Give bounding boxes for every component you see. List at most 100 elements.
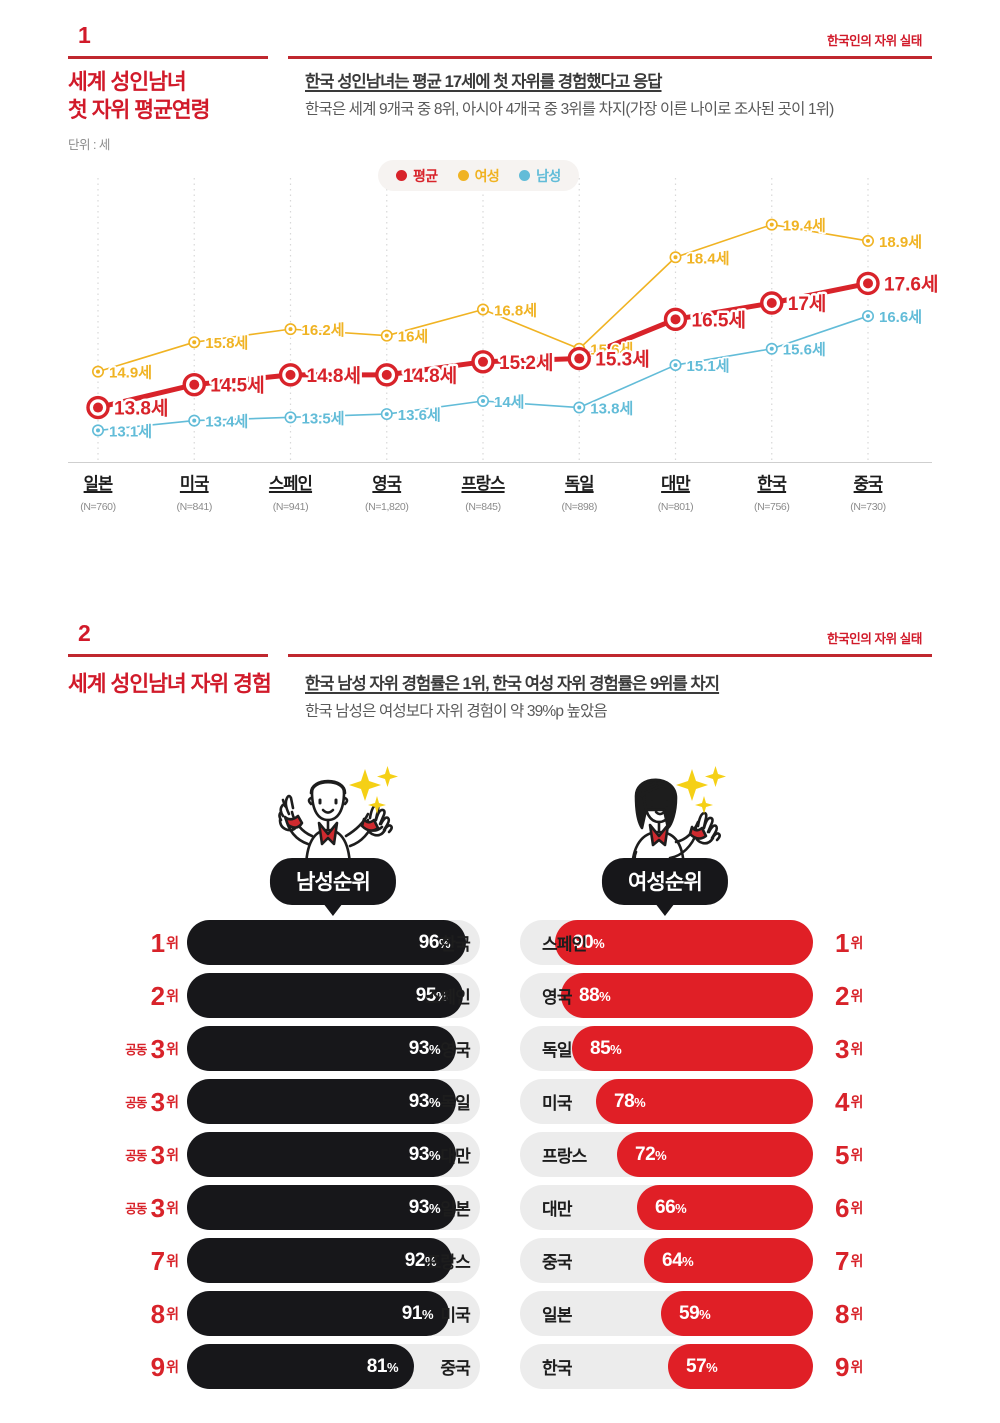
country-name: 대만 bbox=[661, 475, 691, 493]
rank-suffix: 위 bbox=[166, 1199, 179, 1216]
male-bar-value: 93% bbox=[408, 1037, 441, 1059]
legend-label-average: 평균 bbox=[413, 167, 438, 184]
female-country-label: 스페인 bbox=[542, 935, 587, 954]
tie-prefix: 공동 bbox=[125, 1096, 147, 1110]
female-bar-fill: 78% bbox=[596, 1079, 813, 1124]
section-sub: 한국은 세계 9개국 중 8위, 아시아 4개국 중 3위를 차지(가장 이른 … bbox=[305, 101, 834, 118]
female-bar-fill: 59% bbox=[661, 1291, 813, 1336]
data-point-core bbox=[481, 307, 485, 312]
rank-suffix: 위 bbox=[166, 987, 179, 1004]
legend-dot-female bbox=[457, 170, 469, 181]
male-country-label: 일본 bbox=[440, 1200, 470, 1219]
value-label-남성: 13.5세 bbox=[302, 410, 345, 427]
value-label-여성: 18.9세 bbox=[879, 234, 922, 251]
male-bar-fill: 91% bbox=[187, 1291, 449, 1336]
female-country-label: 미국 bbox=[542, 1094, 572, 1113]
male-bar-fill: 81% bbox=[187, 1344, 414, 1389]
value-label-halo: 14.8세 bbox=[307, 365, 361, 387]
data-point-core bbox=[96, 428, 100, 433]
x-axis-category: 스페인 (N=941) bbox=[236, 470, 346, 513]
male-bar-fill: 93% bbox=[187, 1026, 456, 1071]
rank-suffix: 위 bbox=[850, 1305, 864, 1322]
data-point-core bbox=[673, 363, 678, 368]
ranking-row-pair: 93% 일본 공동 3 위 66% 대만 6 위 bbox=[0, 1185, 1000, 1230]
female-bar-value: 88% bbox=[579, 984, 611, 1006]
rank-number: 1 bbox=[835, 927, 850, 958]
female-country-label: 한국 bbox=[542, 1359, 572, 1378]
rank-suffix: 위 bbox=[166, 1146, 179, 1163]
male-country-label: 중국 bbox=[440, 1359, 470, 1378]
data-point-core bbox=[670, 314, 681, 325]
section2-tag: 한국인의 자위 실태 bbox=[827, 632, 922, 646]
value-label-남성: 15.6세 bbox=[783, 342, 826, 359]
male-country-label: 미국 bbox=[440, 1306, 470, 1325]
value-label-halo: 18.4세 bbox=[687, 250, 730, 267]
value-label-halo: 15.6세 bbox=[590, 342, 633, 359]
value-label-평균: 17.6세 bbox=[884, 273, 938, 295]
legend-dot-male bbox=[519, 170, 531, 181]
rank-suffix: 위 bbox=[850, 1093, 864, 1110]
female-bar-value: 64% bbox=[662, 1249, 694, 1271]
data-point-core bbox=[478, 356, 488, 367]
value-label-halo: 17세 bbox=[788, 293, 827, 315]
x-axis-category: 미국 (N=841) bbox=[139, 470, 249, 513]
rank-suffix: 위 bbox=[850, 934, 864, 951]
value-label-남성: 13.8세 bbox=[590, 401, 633, 418]
male-bar-value: 91% bbox=[401, 1302, 434, 1324]
data-point-core bbox=[96, 369, 100, 374]
sample-size: (N=845) bbox=[465, 501, 501, 513]
country-name: 미국 bbox=[179, 475, 210, 493]
sample-size: (N=898) bbox=[561, 501, 598, 513]
legend-label-female: 여성 bbox=[474, 167, 500, 184]
rank-number: 9 bbox=[150, 1351, 166, 1382]
x-axis-category: 대만 (N=801) bbox=[621, 470, 731, 513]
value-label-남성: 13.6세 bbox=[398, 407, 441, 424]
ranking-row-pair: 81% 중국 9 위 57% 한국 9 위 bbox=[0, 1344, 1000, 1389]
female-bar-value: 85% bbox=[590, 1037, 622, 1059]
value-label-halo: 19.4세 bbox=[783, 218, 826, 235]
rank-number: 2 bbox=[150, 980, 166, 1011]
value-label-남성: 13.1세 bbox=[109, 423, 152, 440]
male-country-label: 한국 bbox=[440, 935, 470, 954]
rank-suffix: 위 bbox=[850, 987, 864, 1004]
male-bar-value: 92% bbox=[404, 1249, 437, 1271]
country-name: 중국 bbox=[853, 475, 884, 493]
x-axis-category: 일본 (N=760) bbox=[43, 470, 153, 513]
country-name: 일본 bbox=[83, 475, 114, 493]
section2-number: 2 bbox=[78, 620, 91, 646]
ranking-row-pair: 95% 스페인 2 위 88% 영국 2 위 bbox=[0, 973, 1000, 1018]
female-bar-fill: 90% bbox=[555, 920, 813, 965]
female-country-label: 일본 bbox=[542, 1306, 572, 1325]
x-axis-category: 중국 (N=730) bbox=[813, 470, 923, 513]
value-label-halo: 16.2세 bbox=[302, 322, 345, 339]
value-label-여성: 15.6세 bbox=[590, 342, 633, 359]
tie-prefix: 공동 bbox=[125, 1202, 147, 1216]
country-name: 스페인 bbox=[268, 475, 313, 493]
rank-suffix: 위 bbox=[166, 1252, 179, 1269]
x-axis-category: 독일 (N=898) bbox=[524, 470, 634, 513]
data-point-core bbox=[192, 418, 197, 423]
country-name: 독일 bbox=[564, 475, 595, 493]
female-country-label: 독일 bbox=[542, 1041, 572, 1060]
male-character-illustration bbox=[248, 748, 418, 883]
value-label-평균: 15.2세 bbox=[499, 352, 553, 374]
country-name: 영국 bbox=[372, 475, 402, 493]
rank-suffix: 위 bbox=[850, 1040, 864, 1057]
male-bar-value: 93% bbox=[408, 1196, 441, 1218]
section2-title: 세계 성인남녀 자위 경험 bbox=[68, 672, 272, 696]
data-point-core bbox=[384, 412, 389, 417]
section-tag: 한국인의 자위 실태 bbox=[827, 34, 922, 48]
value-label-여성: 16.8세 bbox=[494, 303, 537, 320]
ranking-row-pair: 93% 대만 공동 3 위 72% 프랑스 5 위 bbox=[0, 1132, 1000, 1177]
value-label-halo: 14세 bbox=[494, 394, 525, 411]
value-label-halo: 18.9세 bbox=[879, 234, 922, 251]
rank-number: 8 bbox=[835, 1298, 850, 1329]
